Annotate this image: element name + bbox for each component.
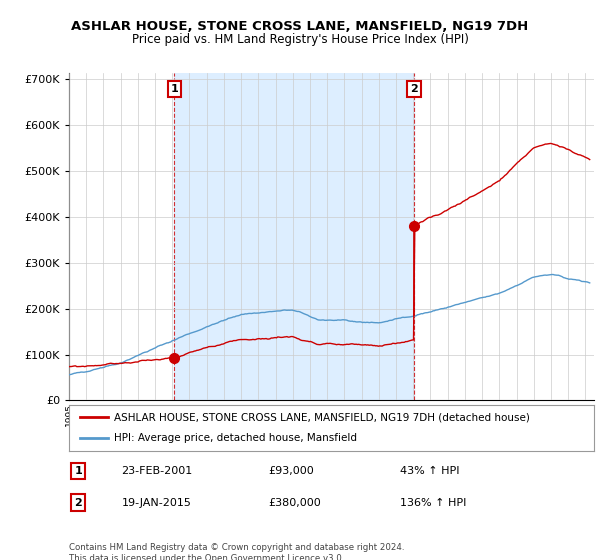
Text: 43% ↑ HPI: 43% ↑ HPI bbox=[400, 466, 459, 476]
Text: ASHLAR HOUSE, STONE CROSS LANE, MANSFIELD, NG19 7DH: ASHLAR HOUSE, STONE CROSS LANE, MANSFIEL… bbox=[71, 20, 529, 34]
Text: £93,000: £93,000 bbox=[269, 466, 314, 476]
Text: 2: 2 bbox=[410, 84, 418, 94]
Text: 19-JAN-2015: 19-JAN-2015 bbox=[121, 498, 191, 507]
Text: HPI: Average price, detached house, Mansfield: HPI: Average price, detached house, Mans… bbox=[113, 433, 356, 444]
Text: 1: 1 bbox=[74, 466, 82, 476]
Text: Price paid vs. HM Land Registry's House Price Index (HPI): Price paid vs. HM Land Registry's House … bbox=[131, 32, 469, 46]
Text: 1: 1 bbox=[170, 84, 178, 94]
Text: Contains HM Land Registry data © Crown copyright and database right 2024.
This d: Contains HM Land Registry data © Crown c… bbox=[69, 543, 404, 560]
Bar bbox=[175, 73, 414, 400]
Text: 136% ↑ HPI: 136% ↑ HPI bbox=[400, 498, 466, 507]
Text: ASHLAR HOUSE, STONE CROSS LANE, MANSFIELD, NG19 7DH (detached house): ASHLAR HOUSE, STONE CROSS LANE, MANSFIEL… bbox=[113, 412, 530, 422]
Text: 2: 2 bbox=[74, 498, 82, 507]
Text: £380,000: £380,000 bbox=[269, 498, 321, 507]
Text: 23-FEB-2001: 23-FEB-2001 bbox=[121, 466, 193, 476]
